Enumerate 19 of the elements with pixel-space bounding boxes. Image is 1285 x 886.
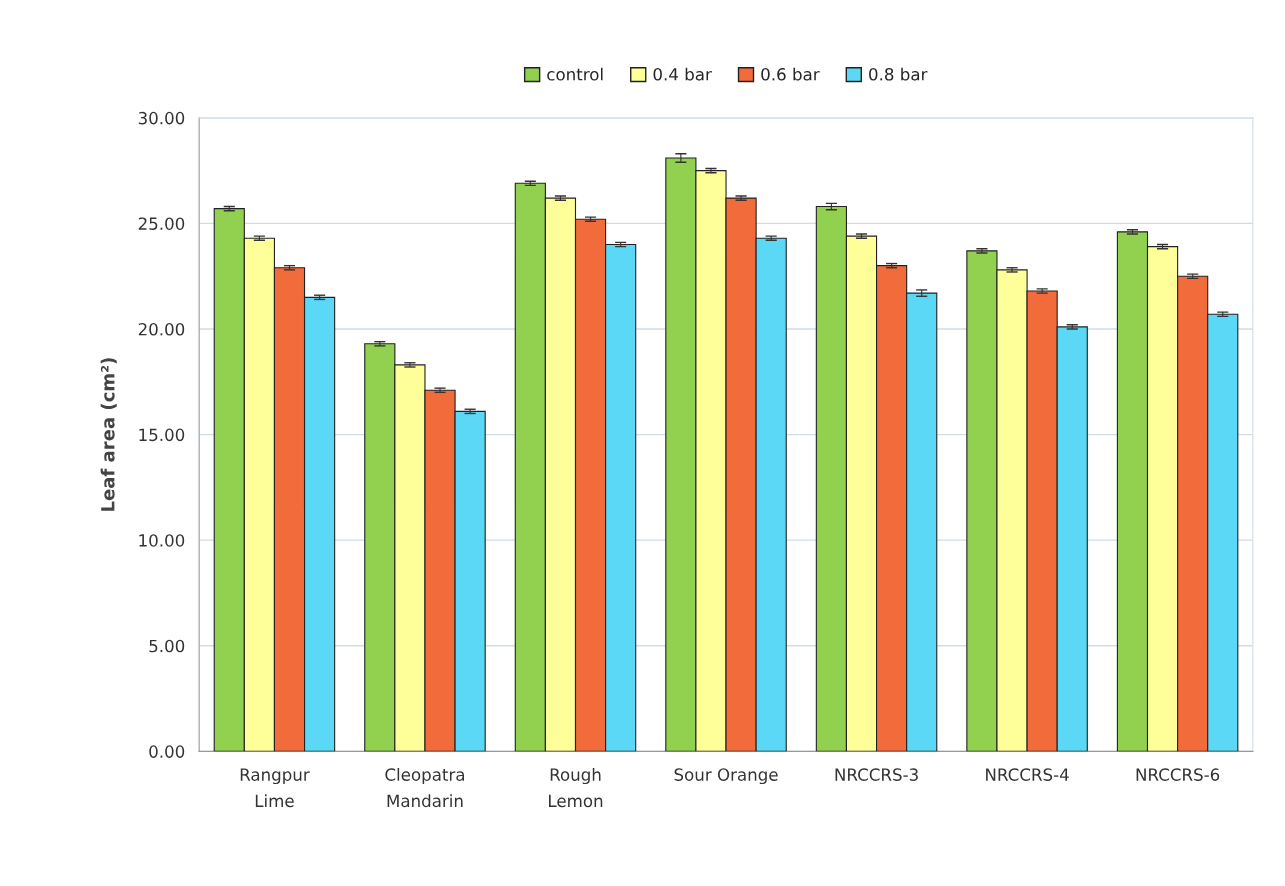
x-tick-label: NRCCRS-6 <box>1136 768 1220 781</box>
y-tick-label: 15.00 <box>139 428 185 442</box>
y-tick-label: 0.00 <box>149 745 185 758</box>
legend-label: 0.4 bar <box>653 67 712 81</box>
x-tick-label: Cleopatra Mandarin <box>385 767 465 808</box>
x-tick-label: Rangpur Lime <box>240 768 310 808</box>
y-tick-label: 20.00 <box>138 322 185 336</box>
y-tick-label: 10.00 <box>139 534 185 547</box>
x-tick-label: Sour Orange <box>674 768 778 785</box>
legend-label: 0.8 bar <box>869 67 928 81</box>
legend-label: 0.6 bar <box>761 67 820 81</box>
y-tick-label: 5.00 <box>149 639 185 653</box>
legend-label: control <box>547 67 603 81</box>
y-axis-title: Leaf area (cm²) <box>100 358 117 511</box>
x-tick-label: Rough Lemon <box>549 767 603 808</box>
y-tick-label: 25.00 <box>138 217 185 230</box>
x-tick-label: NRCCRS-3 <box>835 768 918 781</box>
x-tick-label: NRCCRS-4 <box>986 768 1069 781</box>
y-tick-label: 30.00 <box>138 111 185 125</box>
